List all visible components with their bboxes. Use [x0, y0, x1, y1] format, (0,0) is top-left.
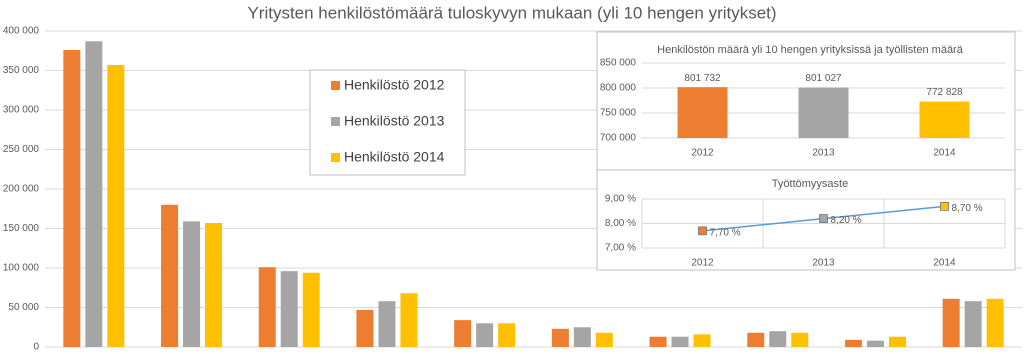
legend-swatch	[331, 117, 340, 126]
bar	[747, 332, 765, 347]
bar	[844, 339, 862, 347]
bar	[183, 221, 201, 347]
y-tick-label: 8,00 %	[605, 218, 636, 229]
bar	[595, 332, 613, 347]
y-tick-label: 250 000	[3, 144, 40, 155]
bar	[302, 272, 320, 347]
bar	[205, 222, 223, 347]
bar	[356, 309, 374, 347]
data-label: 8,70 %	[952, 203, 983, 214]
bar	[107, 64, 125, 347]
data-label: 772 828	[926, 87, 963, 98]
bar	[649, 336, 667, 347]
bar	[63, 49, 81, 348]
x-tick-label: 2014	[933, 258, 956, 269]
y-tick-label: 750 000	[600, 108, 637, 119]
y-tick-label: 350 000	[3, 65, 40, 76]
bar	[476, 323, 494, 347]
y-tick-label: 0	[33, 342, 39, 353]
y-tick-label: 850 000	[600, 58, 637, 69]
bar	[791, 332, 809, 347]
y-tick-label: 50 000	[8, 302, 39, 313]
y-tick-label: 200 000	[3, 184, 40, 195]
inset-title: Työttömyysaste	[772, 178, 848, 190]
marker	[698, 226, 707, 236]
y-tick-label: 9,00 %	[605, 194, 636, 205]
y-tick-label: 800 000	[600, 83, 637, 94]
chart-title: Yritysten henkilöstömäärä tuloskyvyn muk…	[247, 3, 776, 22]
marker	[940, 202, 949, 211]
bar	[454, 320, 472, 347]
bar	[280, 271, 298, 347]
bar	[942, 298, 960, 347]
data-label: 8,20 %	[831, 215, 862, 226]
bar	[964, 301, 982, 347]
inset-title: Henkilöstön määrä yli 10 hengen yrityksi…	[657, 44, 964, 56]
legend-swatch	[331, 81, 340, 90]
bar	[400, 293, 418, 347]
bar	[498, 323, 516, 347]
marker	[819, 214, 828, 223]
x-tick-label: 2012	[691, 258, 714, 269]
legend-swatch	[331, 153, 340, 162]
data-label: 801 732	[684, 73, 721, 84]
bar	[378, 301, 396, 347]
inset-chart: 7,00 % 8,00 % 9,00 % 2012 2013 2014 7,70 % 8,20…	[605, 194, 1006, 269]
data-label: 801 027	[805, 73, 842, 84]
legend-label: Henkilöstö 2012	[344, 77, 445, 93]
bar	[551, 328, 569, 347]
x-tick-label: 2014	[933, 148, 956, 159]
data-label: 7,70 %	[710, 227, 741, 238]
y-tick-label: 7,00 %	[605, 243, 636, 254]
legend-label: Henkilöstö 2013	[344, 113, 445, 129]
bar	[671, 336, 689, 347]
legend: Henkilöstö 2012 Henkilöstö 2013 Henkilöstö…	[331, 77, 445, 165]
legend-label: Henkilöstö 2014	[344, 149, 445, 165]
y-tick-label: 700 000	[600, 133, 637, 144]
x-tick-label: 2013	[812, 148, 835, 159]
bar	[866, 340, 884, 347]
bar	[693, 334, 711, 347]
inset-chart: 700 000 750 000 800 000 850 000 2012 2013 2014…	[600, 58, 1005, 159]
bar	[798, 87, 849, 138]
bar	[888, 336, 906, 347]
bar	[677, 87, 728, 138]
y-tick-label: 300 000	[3, 105, 40, 116]
bar	[161, 204, 179, 347]
bar	[258, 267, 276, 347]
y-tick-label: 150 000	[3, 223, 40, 234]
bar	[573, 327, 591, 347]
y-tick-label: 100 000	[3, 263, 40, 274]
y-tick-label: 400 000	[3, 26, 40, 37]
x-tick-label: 2012	[691, 148, 714, 159]
bar	[919, 101, 970, 138]
bar	[986, 298, 1004, 347]
bar	[85, 41, 103, 348]
x-tick-label: 2013	[812, 258, 835, 269]
bar	[769, 331, 787, 347]
